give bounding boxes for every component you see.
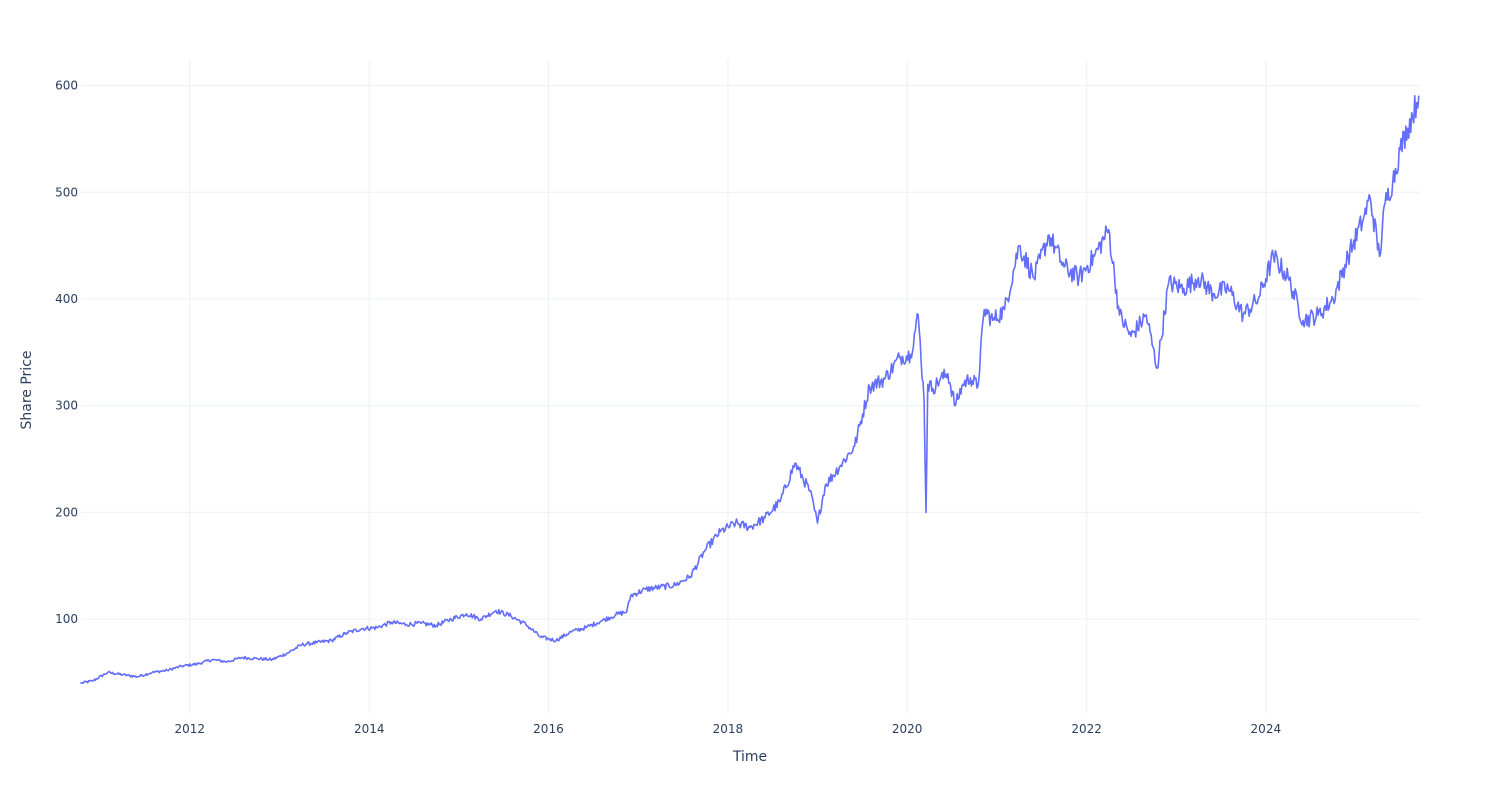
y-axis-title: Share Price: [19, 350, 35, 429]
x-tick-label: 2024: [1251, 722, 1282, 736]
x-tick-label: 2018: [713, 722, 744, 736]
x-gridlines: [189, 60, 1267, 713]
y-tick-label: 400: [55, 292, 78, 306]
x-tick-label: 2022: [1071, 722, 1102, 736]
x-tick-label: 2012: [174, 722, 205, 736]
y-tick-label: 600: [55, 79, 78, 93]
x-tick-label: 2014: [354, 722, 385, 736]
y-tick-label: 300: [55, 399, 78, 413]
y-tick-label: 500: [55, 185, 78, 199]
x-tick-label: 2020: [892, 722, 923, 736]
y-tick-label: 100: [55, 612, 78, 626]
y-tick-label: 200: [55, 505, 78, 519]
x-axis-title: Time: [732, 749, 767, 765]
x-tick-label: 2016: [533, 722, 564, 736]
y-axis-ticks: 100 200 300 400 500 600: [55, 79, 78, 626]
series-line: [80, 95, 1420, 685]
series-layer: [80, 95, 1420, 685]
x-axis-ticks: 2012 2014 2016 2018 2020 2022 2024: [174, 722, 1281, 736]
y-gridlines: [81, 85, 1420, 620]
